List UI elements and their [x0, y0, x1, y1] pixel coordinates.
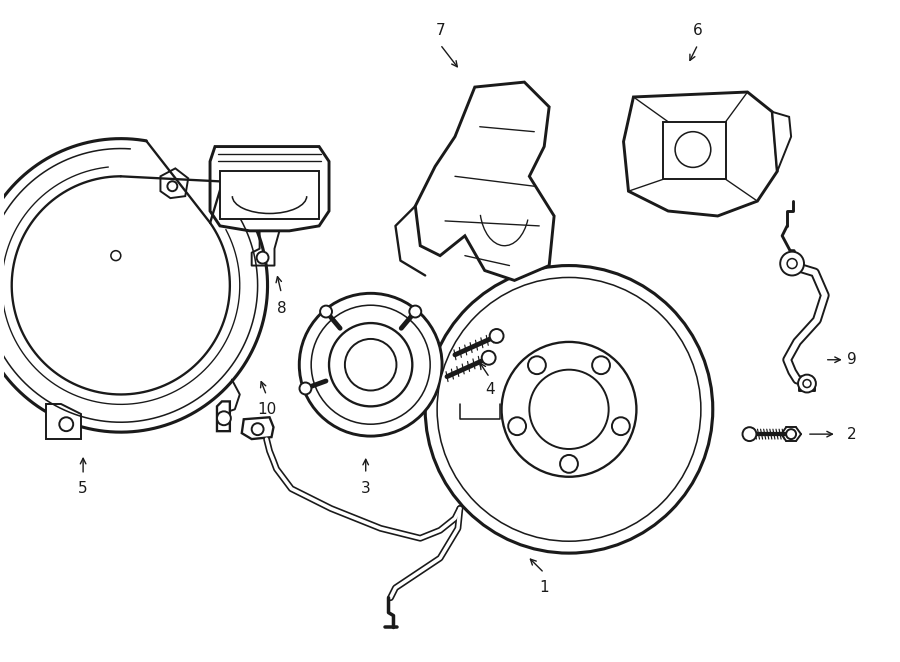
Circle shape	[490, 329, 503, 343]
Circle shape	[675, 132, 711, 167]
Circle shape	[798, 375, 816, 393]
Circle shape	[437, 277, 701, 542]
Text: 5: 5	[78, 481, 88, 496]
Polygon shape	[217, 401, 230, 431]
Circle shape	[59, 417, 73, 431]
Circle shape	[788, 259, 797, 269]
Circle shape	[320, 306, 332, 318]
Circle shape	[167, 181, 177, 191]
Text: 10: 10	[256, 402, 276, 417]
Polygon shape	[160, 168, 188, 198]
Polygon shape	[624, 92, 778, 216]
Polygon shape	[242, 417, 274, 439]
Circle shape	[482, 351, 496, 365]
Circle shape	[256, 252, 268, 263]
Circle shape	[217, 411, 231, 425]
Circle shape	[311, 305, 430, 424]
Circle shape	[780, 252, 804, 275]
Circle shape	[425, 265, 713, 553]
Circle shape	[787, 429, 796, 439]
Circle shape	[345, 339, 397, 391]
Circle shape	[501, 342, 636, 477]
Text: 7: 7	[436, 23, 445, 38]
Circle shape	[803, 379, 811, 387]
Text: 3: 3	[361, 481, 371, 496]
Text: 2: 2	[847, 426, 857, 442]
Circle shape	[508, 417, 526, 435]
Circle shape	[300, 293, 442, 436]
Circle shape	[592, 356, 610, 374]
Polygon shape	[220, 171, 320, 219]
Circle shape	[252, 423, 264, 435]
Circle shape	[300, 383, 311, 395]
Circle shape	[111, 251, 121, 261]
Circle shape	[529, 369, 608, 449]
Polygon shape	[210, 146, 329, 231]
Polygon shape	[47, 404, 81, 439]
Polygon shape	[663, 122, 725, 179]
Polygon shape	[415, 82, 554, 281]
Circle shape	[329, 323, 412, 406]
Circle shape	[742, 427, 756, 441]
Circle shape	[560, 455, 578, 473]
Circle shape	[410, 306, 421, 318]
Circle shape	[612, 417, 630, 435]
Polygon shape	[772, 112, 791, 171]
Text: 4: 4	[485, 382, 494, 397]
Circle shape	[528, 356, 546, 374]
Text: 6: 6	[693, 23, 703, 38]
Text: 1: 1	[539, 581, 549, 595]
Text: 9: 9	[847, 352, 857, 367]
Text: 8: 8	[276, 301, 286, 316]
